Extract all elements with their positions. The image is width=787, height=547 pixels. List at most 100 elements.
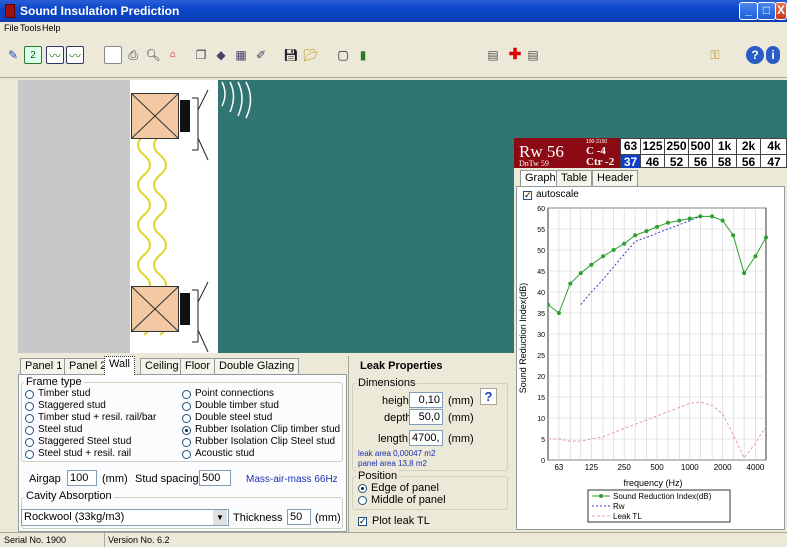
dimensions-label: Dimensions bbox=[356, 377, 418, 389]
cavity-select[interactable]: Rockwool (33kg/m3) ▼ bbox=[21, 509, 229, 526]
tab-wall[interactable]: Wall bbox=[104, 356, 135, 375]
refresh-icon[interactable]: 2 bbox=[24, 46, 42, 64]
radio-edge-of-panel[interactable] bbox=[358, 484, 367, 493]
close-button[interactable]: X bbox=[775, 2, 787, 20]
frame-type-label: Frame type bbox=[24, 376, 84, 388]
x-tick-label: 4000 bbox=[747, 463, 765, 472]
panel-icon[interactable]: ▢ bbox=[337, 48, 349, 62]
info-icon[interactable]: i bbox=[766, 46, 780, 64]
door-icon[interactable]: ▮ bbox=[359, 48, 367, 62]
band-header: 2k bbox=[737, 139, 761, 154]
add-calculator-icon[interactable]: ✚ bbox=[508, 46, 522, 63]
leak-area: leak area 0,00047 m2 bbox=[358, 449, 436, 458]
data-point bbox=[687, 216, 692, 221]
calculator-list-icon[interactable]: ▤ bbox=[527, 48, 539, 62]
radio-staggered-steel-stud[interactable] bbox=[25, 438, 34, 447]
airgap-unit: (mm) bbox=[102, 473, 128, 485]
band-value: 47 bbox=[761, 154, 787, 169]
band-value: 46 bbox=[641, 154, 665, 169]
radio-middle-of-panel[interactable] bbox=[358, 496, 367, 505]
c-value: C -4 bbox=[586, 145, 606, 157]
y-tick-label: 55 bbox=[537, 227, 545, 234]
copy-icon[interactable]: ❐ bbox=[195, 48, 207, 62]
pdf-icon[interactable]: ⌂ bbox=[169, 49, 177, 60]
print-icon[interactable]: ⎙ bbox=[128, 48, 138, 62]
radio-double-steel-stud[interactable] bbox=[182, 414, 191, 423]
radio-rubber-clip-steel[interactable] bbox=[182, 438, 191, 447]
position-label: Position bbox=[356, 470, 400, 482]
option-label: Timber stud bbox=[38, 388, 91, 399]
radio-point-connections[interactable] bbox=[182, 390, 191, 399]
stud-spacing-label: Stud spacing bbox=[135, 473, 199, 485]
tab-ceiling[interactable]: Ceiling bbox=[140, 358, 184, 374]
question-icon: ? bbox=[484, 389, 493, 404]
sound-reduction-chart: 0 5 10 15 20 25 30 35 40 45 50 55 60 63 125 250 500 1000 2… bbox=[518, 206, 768, 523]
minimize-button[interactable]: _ bbox=[739, 2, 758, 20]
legend-rw: Rw bbox=[613, 502, 625, 511]
new-document-icon[interactable] bbox=[104, 46, 122, 64]
length-input[interactable] bbox=[409, 430, 443, 446]
tab-panel-2[interactable]: Panel 2 bbox=[64, 358, 112, 374]
tab-graph[interactable]: Graph bbox=[520, 170, 561, 186]
data-point bbox=[611, 248, 616, 252]
graph-view-icon[interactable]: 〰 bbox=[46, 46, 64, 64]
radio-steel-stud[interactable] bbox=[25, 426, 34, 435]
x-tick-label: 63 bbox=[554, 463, 563, 472]
radio-steel-stud-resil[interactable] bbox=[25, 450, 34, 459]
open-folder-icon[interactable]: 📂︎ bbox=[303, 48, 319, 62]
option-label: Timber stud + resil. rail/bar bbox=[38, 412, 157, 423]
help-icon[interactable]: ? bbox=[746, 46, 764, 64]
option-label: Double timber stud bbox=[195, 400, 279, 411]
band-value: 56 bbox=[689, 154, 713, 169]
radio-staggered-stud[interactable] bbox=[25, 402, 34, 411]
band-header: 500 bbox=[689, 139, 713, 154]
menu-bar: File Tools Help bbox=[0, 22, 787, 36]
data-point bbox=[677, 218, 682, 223]
data-point bbox=[578, 271, 583, 276]
menu-file[interactable]: File bbox=[4, 23, 19, 33]
tab-table[interactable]: Table bbox=[556, 170, 593, 186]
option-label: Acoustic stud bbox=[195, 448, 255, 459]
airgap-input[interactable] bbox=[67, 470, 97, 486]
data-point bbox=[720, 218, 725, 223]
save-icon[interactable]: 💾︎ bbox=[283, 48, 299, 62]
x-tick-label: 1000 bbox=[681, 463, 699, 472]
option-label: Middle of panel bbox=[371, 494, 446, 506]
y-tick-label: 35 bbox=[537, 311, 545, 318]
tab-floor[interactable]: Floor bbox=[180, 358, 216, 374]
tab-double-glazing[interactable]: Double Glazing bbox=[214, 358, 300, 374]
radio-acoustic-stud[interactable] bbox=[182, 450, 191, 459]
radio-double-timber-stud[interactable] bbox=[182, 402, 191, 411]
edit-icon[interactable]: ✐ bbox=[255, 48, 267, 62]
calculator-icon[interactable]: ▤ bbox=[487, 48, 499, 62]
data-point bbox=[601, 254, 606, 259]
radio-timber-stud-resil[interactable] bbox=[25, 414, 34, 423]
pencil-icon[interactable]: ✎ bbox=[7, 48, 19, 62]
table-icon[interactable]: ▦ bbox=[235, 48, 247, 62]
height-input[interactable] bbox=[409, 392, 443, 408]
chevron-down-icon[interactable]: ▼ bbox=[213, 510, 227, 525]
autoscale-checkbox[interactable]: ✓ bbox=[523, 190, 532, 200]
graph-compare-icon[interactable]: 〰 bbox=[66, 46, 84, 64]
legend-sri: Sound Reduction Index(dB) bbox=[613, 492, 712, 501]
paste-icon[interactable]: ◆ bbox=[216, 48, 226, 62]
radio-timber-stud[interactable] bbox=[25, 390, 34, 399]
maximize-button[interactable]: □ bbox=[757, 2, 776, 20]
plot-leak-checkbox[interactable]: ✓ bbox=[358, 516, 367, 526]
menu-help[interactable]: Help bbox=[42, 23, 61, 33]
y-tick-label: 20 bbox=[537, 374, 545, 381]
depth-input[interactable] bbox=[409, 409, 443, 425]
tab-panel-1[interactable]: Panel 1 bbox=[20, 358, 68, 374]
stud-spacing-input[interactable] bbox=[199, 470, 231, 486]
tab-header[interactable]: Header bbox=[592, 170, 639, 186]
status-bar: Serial No. 1900 Version No. 6.2 bbox=[0, 532, 787, 547]
help-button[interactable]: ? bbox=[480, 388, 497, 405]
print-preview-icon[interactable]: 🔍︎ bbox=[145, 48, 161, 62]
thickness-input[interactable] bbox=[287, 509, 311, 525]
key-icon[interactable]: ⚿ bbox=[710, 48, 720, 62]
title-bar: Sound Insulation Prediction _ □ X bbox=[0, 0, 787, 22]
menu-tools[interactable]: Tools bbox=[20, 23, 42, 33]
radio-rubber-clip-timber[interactable] bbox=[182, 426, 191, 435]
data-point bbox=[589, 262, 594, 267]
y-tick-label: 30 bbox=[537, 332, 545, 339]
